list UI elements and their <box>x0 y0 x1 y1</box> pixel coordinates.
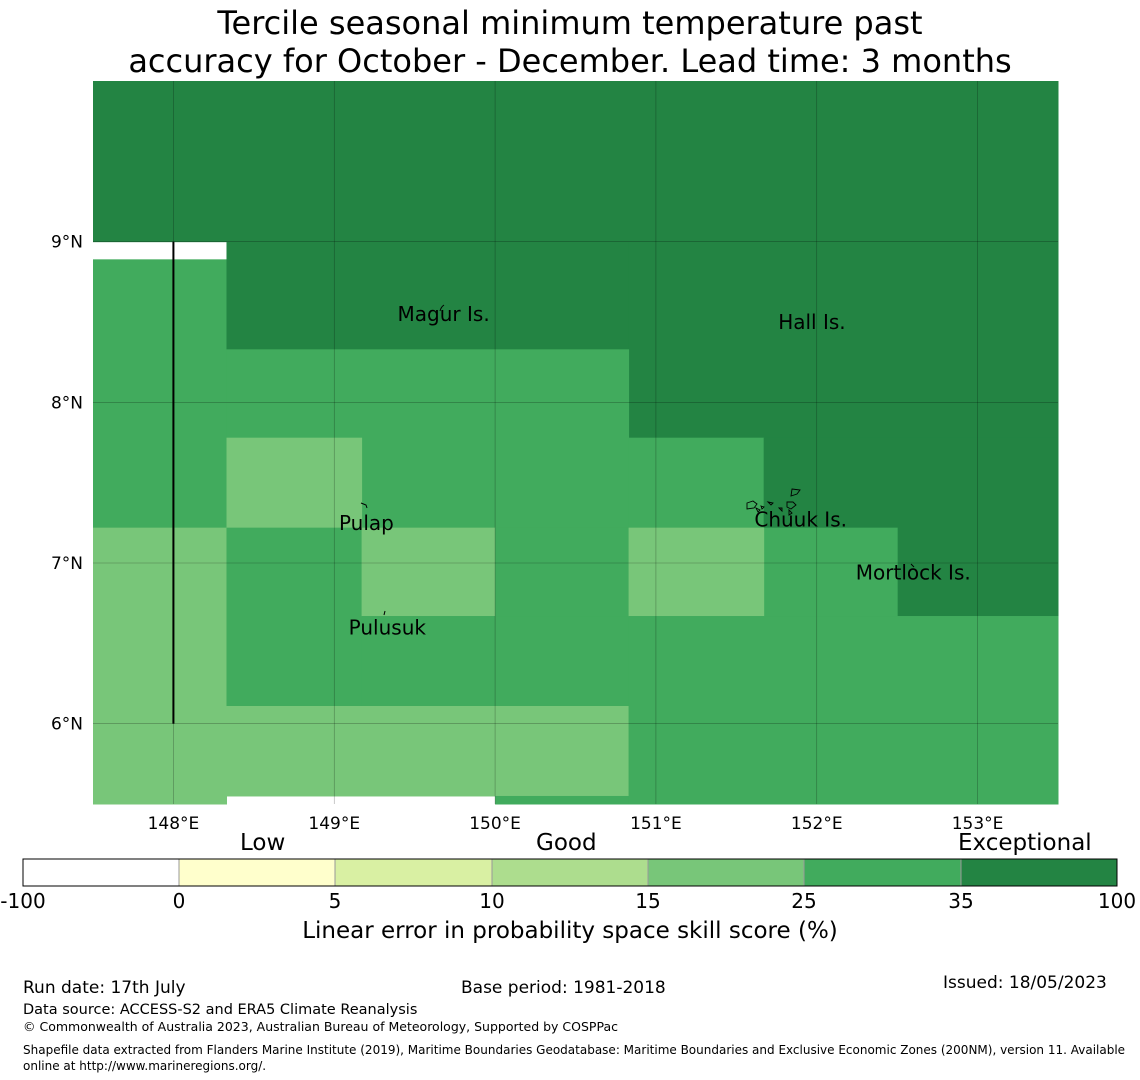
place-label: Pulap <box>339 511 394 535</box>
map-title: Tercile seasonal minimum temperature pas… <box>0 4 1140 80</box>
colorbar-tick: 0 <box>172 889 186 913</box>
skill-cell <box>226 527 363 707</box>
colorbar <box>22 858 1118 887</box>
colorbar-swatch <box>334 858 493 887</box>
run-date: Run date: 17th July <box>23 978 186 998</box>
colorbar-swatch <box>960 858 1118 887</box>
skill-cell <box>93 259 227 529</box>
skill-cell <box>93 81 1059 243</box>
data-source: Data source: ACCESS-S2 and ERA5 Climate … <box>23 1002 418 1018</box>
colorbar-swatch <box>178 858 336 887</box>
skill-cell <box>226 437 363 529</box>
colorbar-tick: 100 <box>1097 889 1137 913</box>
skill-cell <box>361 527 496 617</box>
island-pulap <box>360 502 368 509</box>
colorbar-tick: 25 <box>791 889 817 913</box>
lat-tick-label: 8°N <box>51 393 83 413</box>
skill-cell <box>93 527 227 805</box>
island-magur <box>439 304 445 312</box>
skill-cell <box>628 241 1059 439</box>
skill-cell <box>361 616 630 707</box>
title-line-1: Tercile seasonal minimum temperature pas… <box>217 4 923 42</box>
colorbar-swatch <box>22 858 180 887</box>
island-mortlock <box>910 563 915 568</box>
lon-tick-label: 149°E <box>308 814 360 834</box>
place-label: Hall Is. <box>778 310 845 334</box>
shapefile-credit: Shapefile data extracted from Flanders M… <box>23 1043 1126 1073</box>
gridlines <box>93 81 1058 804</box>
skill-cells <box>93 81 1059 805</box>
place-label: Magur Is. <box>398 302 490 326</box>
lon-tick-label: 151°E <box>630 814 682 834</box>
lat-tick-label: 7°N <box>51 554 83 574</box>
colorbar-swatch <box>491 858 649 887</box>
colorbar-category-low: Low <box>240 830 286 856</box>
colorbar-category-exceptional: Exceptional <box>958 830 1092 856</box>
skill-cell <box>628 616 1059 805</box>
colorbar-tick: 10 <box>479 889 505 913</box>
colorbar-swatch <box>803 858 962 887</box>
axis-tick-labels: 148°E 149°E 150°E 151°E 152°E 153°E 9°N 8°N 7°N 6… <box>51 233 1003 834</box>
lon-tick-label: 148°E <box>148 814 200 834</box>
colorbar-tick: 5 <box>328 889 342 913</box>
colorbar-tick: -100 <box>0 889 46 913</box>
lon-tick-label: 152°E <box>791 814 843 834</box>
skill-cell <box>226 705 630 797</box>
title-line-2: accuracy for October - December. Lead ti… <box>128 42 1012 80</box>
colorbar-category-good: Good <box>536 830 597 856</box>
lat-tick-label: 9°N <box>51 233 83 253</box>
lon-tick-label: 153°E <box>952 814 1004 834</box>
copyright: © Commonwealth of Australia 2023, Austra… <box>23 1019 618 1034</box>
skill-cell <box>495 527 630 617</box>
island-pulusuk <box>383 610 386 616</box>
skill-cell <box>763 527 898 617</box>
colorbar-tick: 15 <box>635 889 661 913</box>
base-period: Base period: 1981-2018 <box>461 978 666 998</box>
island-chuuk <box>746 488 801 516</box>
colorbar-swatch <box>647 858 805 887</box>
issued-date: Issued: 18/05/2023 <box>943 973 1107 993</box>
lat-tick-label: 6°N <box>51 715 83 735</box>
skill-cell <box>226 241 630 350</box>
skill-cell <box>628 437 765 529</box>
lon-tick-label: 150°E <box>469 814 521 834</box>
colorbar-label: Linear error in probability space skill … <box>302 918 838 944</box>
skill-cell <box>495 795 630 805</box>
island-outlines <box>360 304 915 616</box>
place-label: Chuuk Is. <box>754 508 847 532</box>
colorbar-tick: 35 <box>948 889 974 913</box>
skill-cell <box>628 527 765 617</box>
colorbar-frame <box>22 858 1118 887</box>
place-label: Pulusuk <box>349 615 427 639</box>
place-label: Mortlock Is. <box>856 561 971 585</box>
place-labels: Magur Is. Hall Is. Pulap Chuuk Is. Mortlock … <box>339 302 971 639</box>
